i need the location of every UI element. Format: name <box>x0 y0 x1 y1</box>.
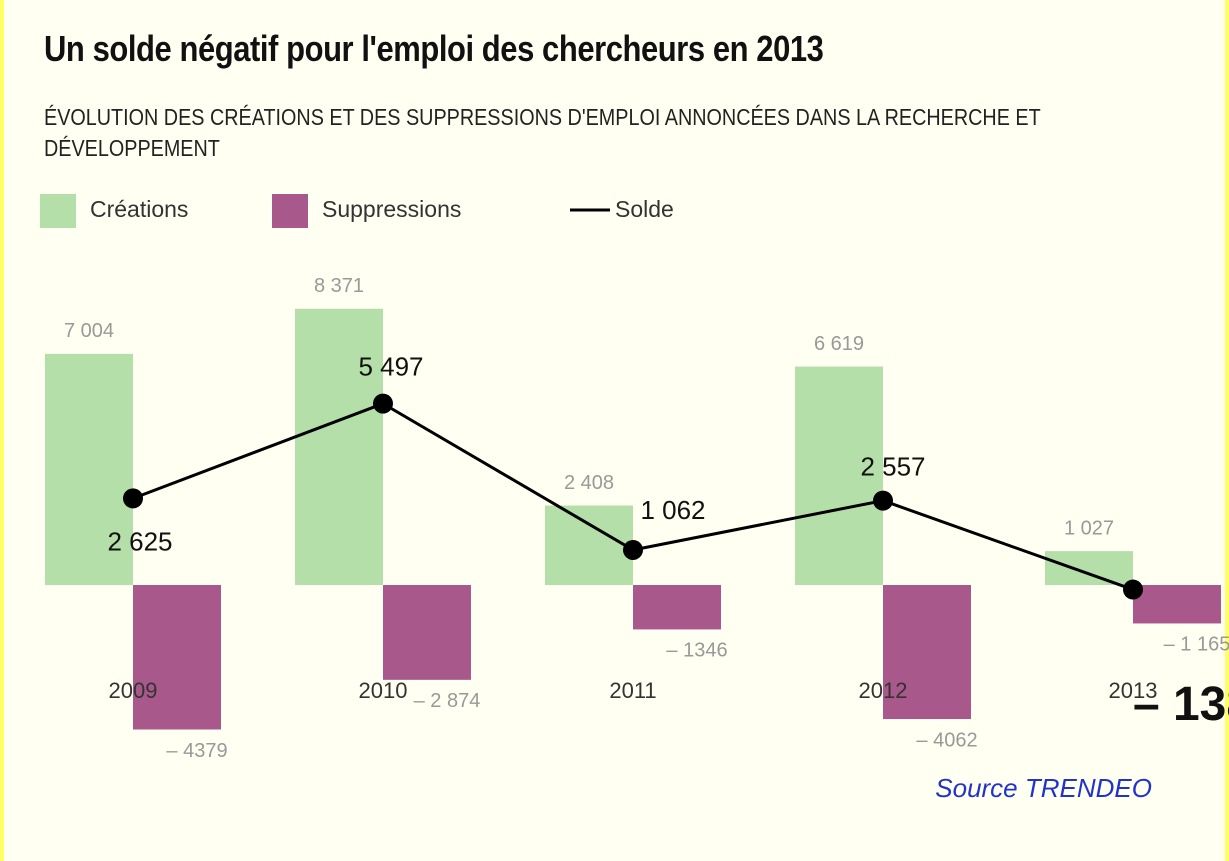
legend-swatch <box>272 194 308 228</box>
bar <box>883 585 971 720</box>
x-tick-label: 2013 <box>1109 678 1158 703</box>
legend-swatch <box>40 194 76 228</box>
bar-value-label: 6 619 <box>814 333 864 355</box>
bar-value-label: – 1 165 <box>1164 634 1229 656</box>
solde-value-label: 2 557 <box>860 451 925 481</box>
bar-value-label: – 4062 <box>916 729 977 751</box>
legend-label: Solde <box>615 196 674 222</box>
x-tick-label: 2010 <box>359 678 408 703</box>
legend-label: Suppressions <box>322 196 461 222</box>
source: Source TRENDEO <box>935 773 1152 803</box>
solde-point <box>623 539 643 560</box>
chart-subtitle: ÉVOLUTION DES CRÉATIONS ET DES SUPPRESSI… <box>44 104 1041 161</box>
chart-title: Un solde négatif pour l'emploi des cherc… <box>44 28 824 69</box>
bar-value-label: – 1346 <box>666 640 727 662</box>
solde-point <box>873 490 893 511</box>
solde-value-label: – 138 <box>1133 678 1229 731</box>
bar <box>383 585 471 680</box>
solde-point <box>373 393 393 414</box>
bar-value-label: 2 408 <box>564 472 614 494</box>
x-tick-label: 2009 <box>109 678 158 703</box>
bar-value-label: 7 004 <box>64 320 114 342</box>
bar-value-label: 8 371 <box>314 275 364 297</box>
bar <box>1133 585 1221 624</box>
bar <box>1045 551 1133 585</box>
bar <box>633 585 721 630</box>
bar <box>45 353 133 585</box>
solde-point <box>123 488 143 509</box>
x-tick-label: 2012 <box>859 678 908 703</box>
bar <box>795 366 883 585</box>
legend-label: Créations <box>90 196 188 222</box>
bar-value-label: – 2 874 <box>414 690 481 712</box>
x-tick-label: 2011 <box>609 678 656 703</box>
solde-value-label: 2 625 <box>107 526 172 556</box>
solde-value-label: 1 062 <box>640 495 705 525</box>
solde-value-label: 5 497 <box>358 351 423 381</box>
bar-value-label: – 4379 <box>166 740 227 762</box>
bar <box>295 308 383 585</box>
bar-value-label: 1 027 <box>1064 517 1114 539</box>
bar <box>133 585 221 730</box>
solde-point <box>1123 579 1143 600</box>
bar <box>545 505 633 585</box>
